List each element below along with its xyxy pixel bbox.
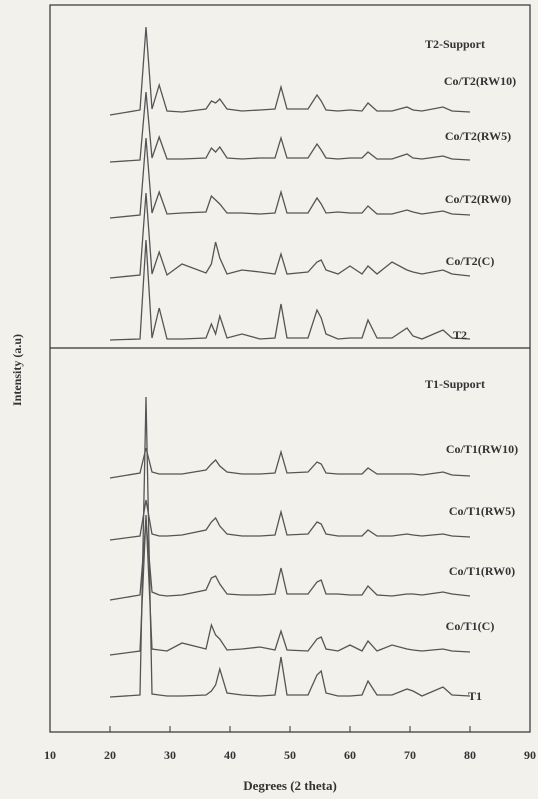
series-label: Co/T1(RW0) (449, 564, 515, 578)
xrd-trace (109, 239, 471, 341)
x-tick-label: 50 (284, 748, 296, 762)
x-tick-label: 60 (344, 748, 356, 762)
xrd-trace (109, 499, 471, 541)
x-axis-label: Degrees (2 theta) (243, 778, 337, 793)
series-label: Co/T1(C) (446, 619, 495, 633)
y-axis-label: Intensity (a.u) (10, 334, 24, 406)
xrd-trace (109, 26, 471, 116)
series-label: T1 (468, 689, 482, 703)
series-label: Co/T1(RW10) (446, 442, 518, 456)
xrd-trace (109, 137, 471, 219)
series-label: Co/T2(RW10) (444, 74, 516, 88)
xrd-trace (109, 396, 471, 698)
x-tick-label: 30 (164, 748, 176, 762)
x-tick-label: 80 (464, 748, 476, 762)
xrd-trace (109, 447, 471, 479)
x-tick-label: 20 (104, 748, 116, 762)
x-tick-label: 40 (224, 748, 236, 762)
series-label: Co/T1(RW5) (449, 504, 515, 518)
series-label: T2 (453, 328, 467, 342)
xrd-trace (109, 514, 471, 656)
xrd-trace (109, 91, 471, 163)
panel-title: T2-Support (425, 37, 485, 51)
x-tick-label: 10 (44, 748, 56, 762)
series-label: Co/T2(C) (446, 254, 495, 268)
panel-title: T1-Support (425, 377, 485, 391)
xrd-trace (109, 192, 471, 279)
xrd-trace (109, 519, 471, 601)
x-tick-label: 70 (404, 748, 416, 762)
x-tick-label: 90 (524, 748, 536, 762)
series-label: Co/T2(RW0) (445, 192, 511, 206)
series-label: Co/T2(RW5) (445, 129, 511, 143)
